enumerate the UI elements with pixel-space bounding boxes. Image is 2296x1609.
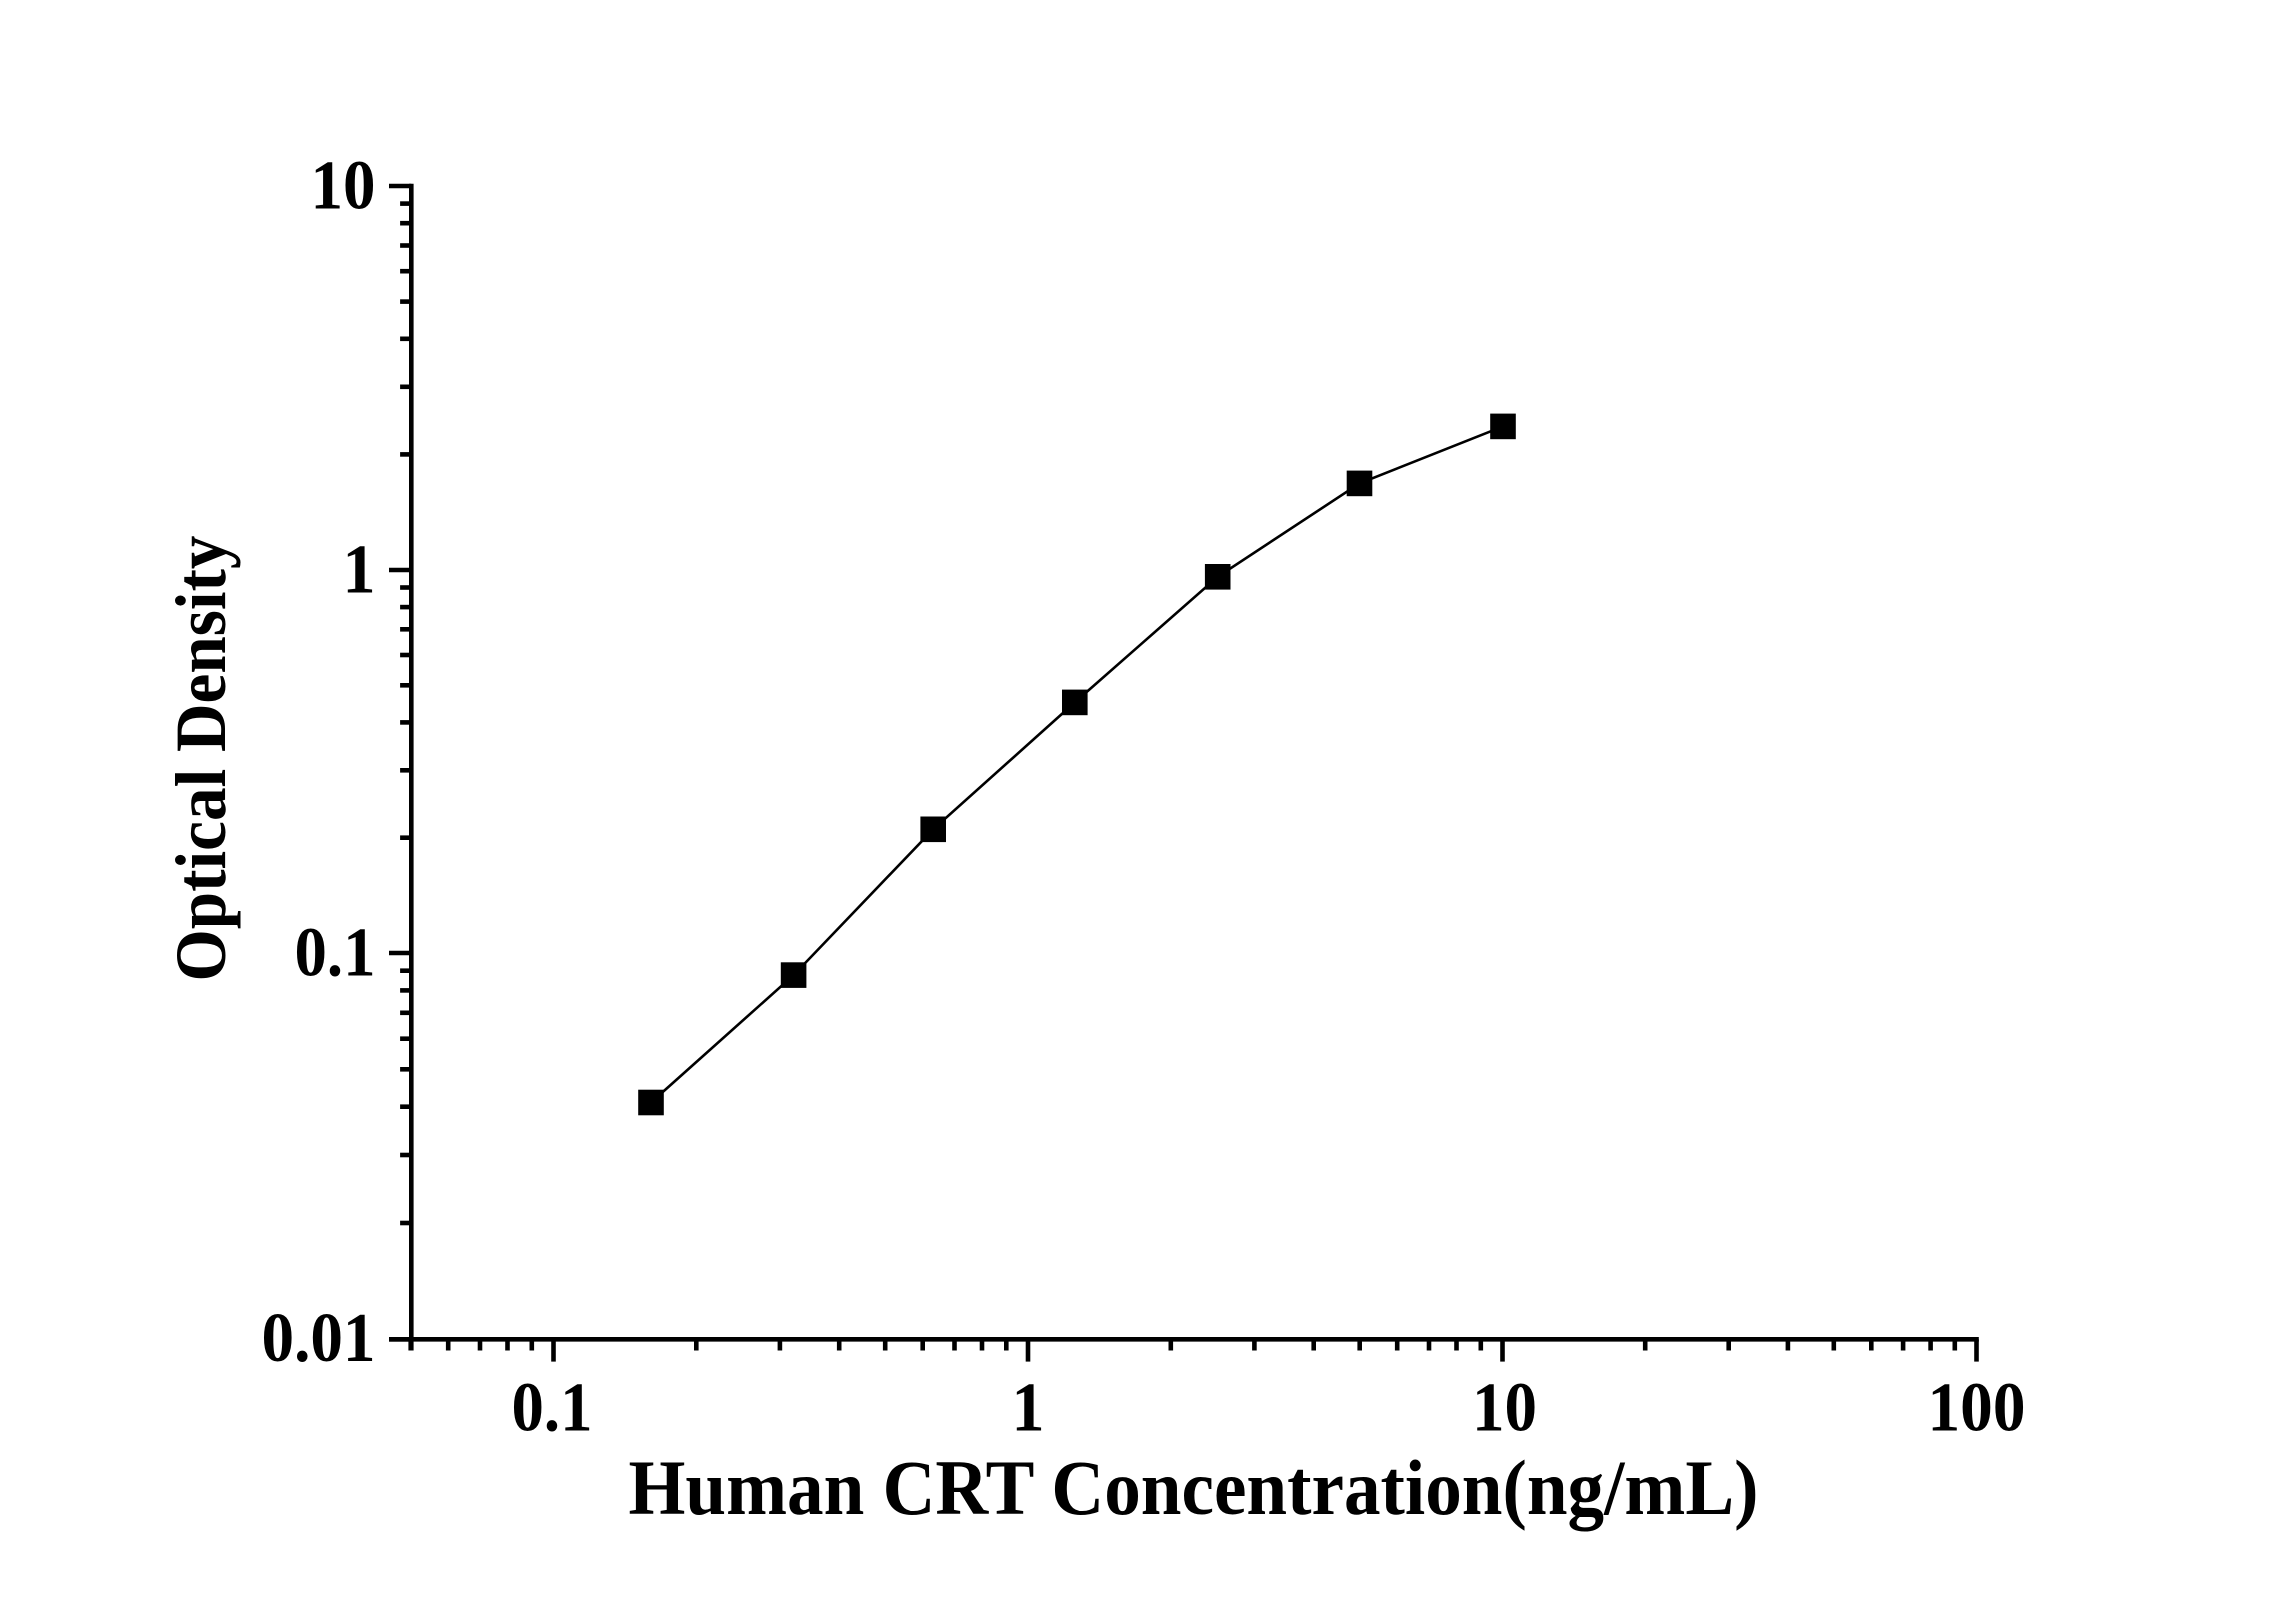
svg-text:Human CRT Concentration(ng/mL): Human CRT Concentration(ng/mL) [629, 1444, 1759, 1531]
svg-text:0.1: 0.1 [295, 914, 376, 991]
svg-text:100: 100 [1928, 1370, 2026, 1447]
svg-text:1: 1 [343, 531, 376, 608]
svg-text:10: 10 [311, 147, 376, 224]
svg-text:10: 10 [1472, 1370, 1537, 1447]
svg-text:1: 1 [1012, 1370, 1045, 1447]
svg-text:Optical Density: Optical Density [160, 536, 241, 982]
svg-text:0.1: 0.1 [512, 1370, 593, 1447]
svg-text:0.01: 0.01 [262, 1300, 376, 1377]
